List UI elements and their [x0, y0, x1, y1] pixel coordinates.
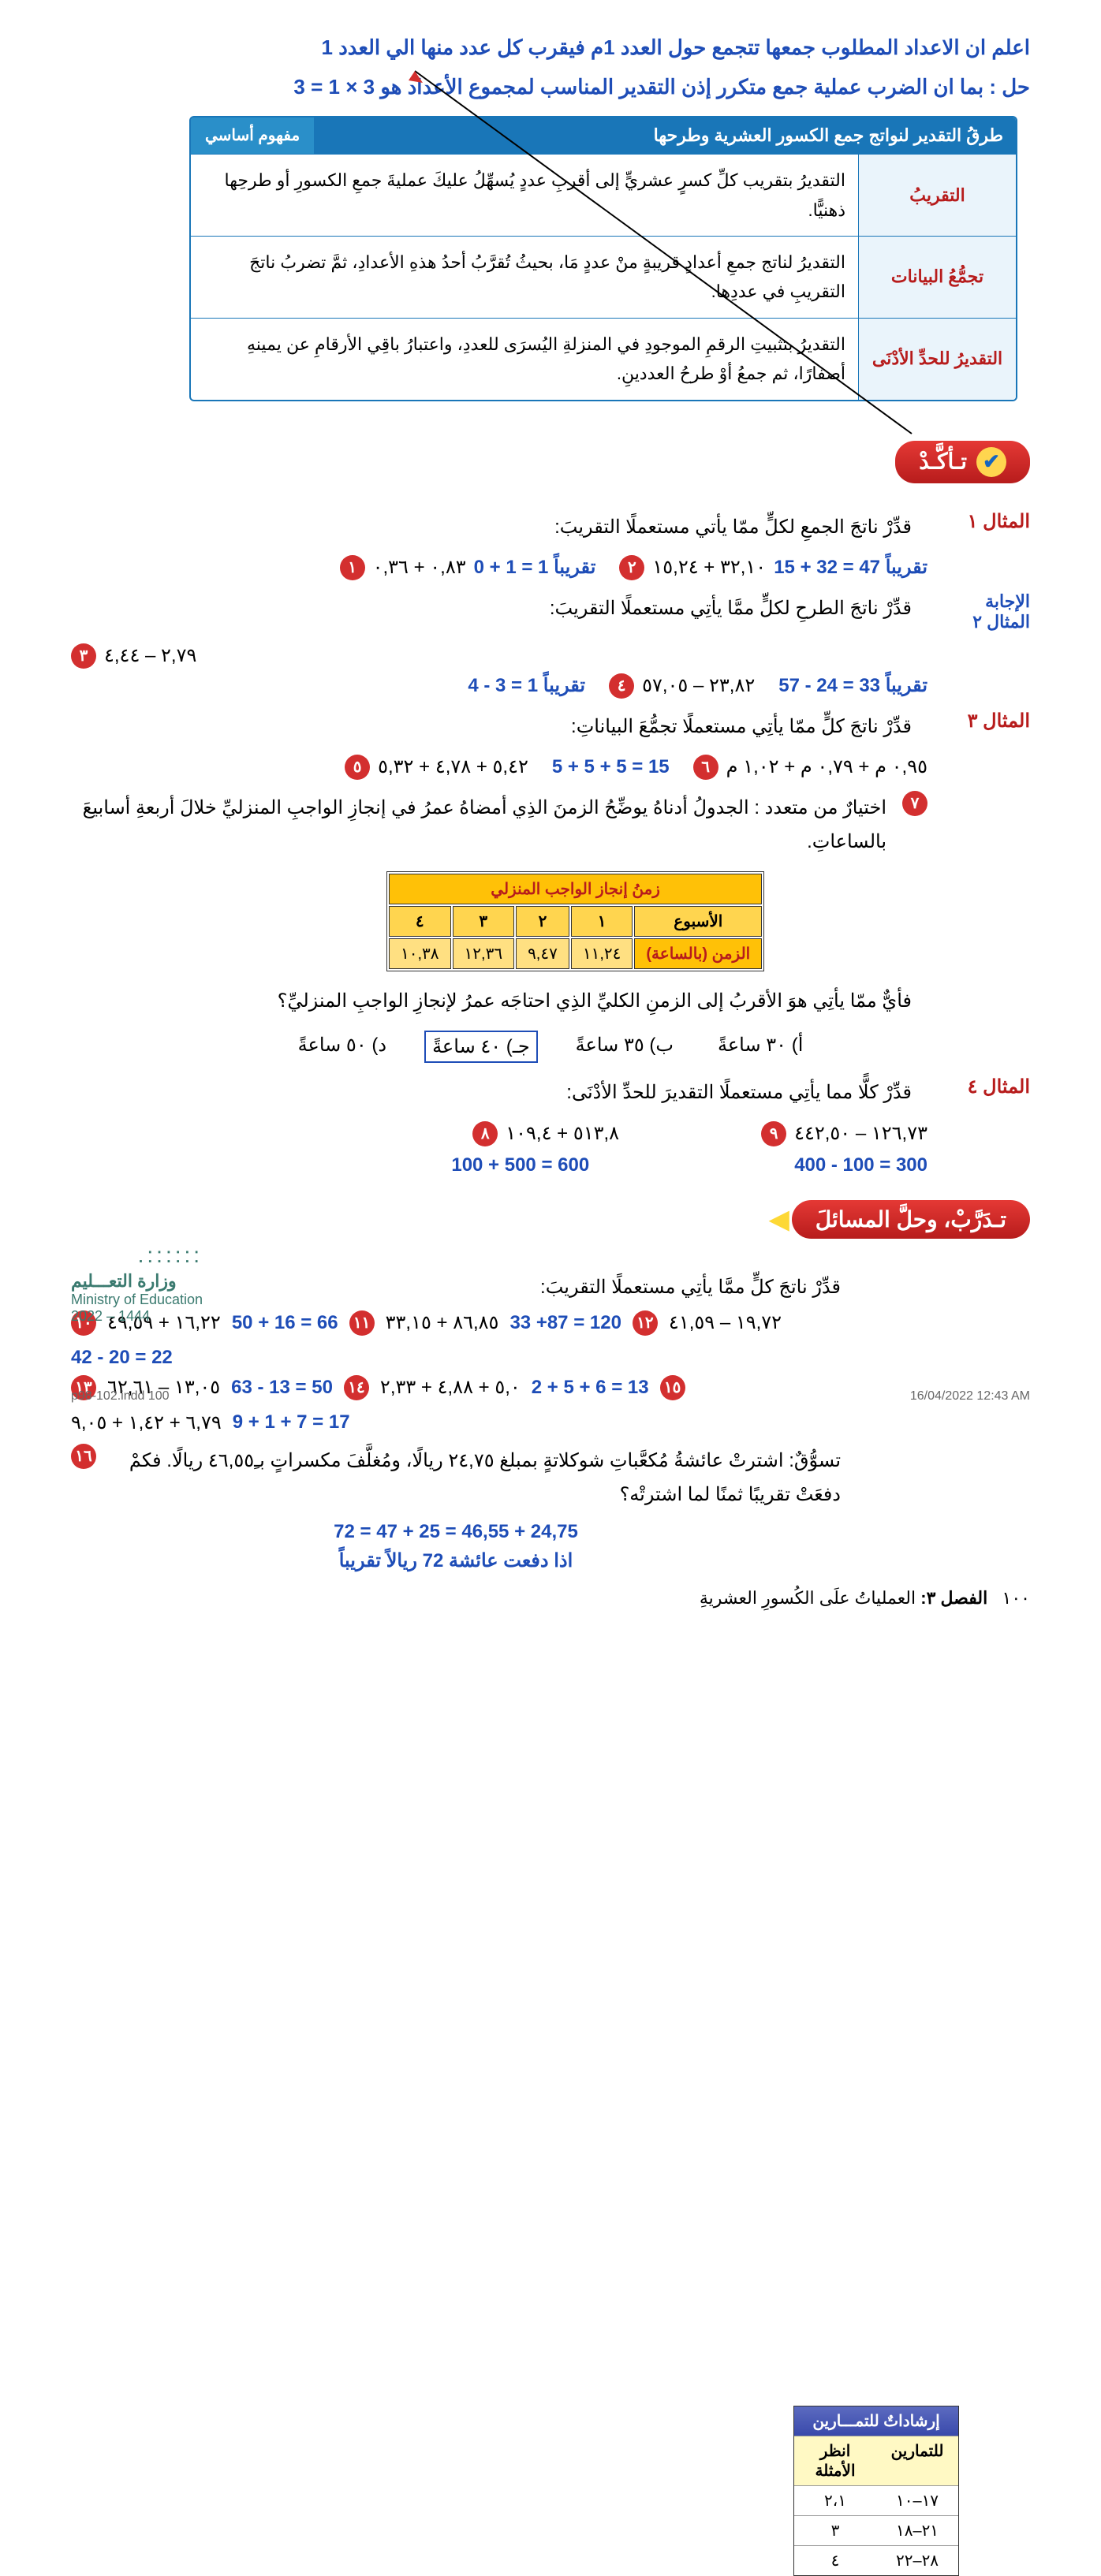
math-expr: ١٩,٧٢ – ٤١,٥٩: [669, 1311, 782, 1334]
answer: 42 - 20 = 22: [71, 1347, 173, 1369]
concept-row-desc: التقديرُ بتثبيتِ الرقمِ الموجودِ في المن…: [191, 319, 858, 400]
example-2-text: قدِّرْ ناتجَ الطرحِ لكلٍّ ممَّا يأتِي مس…: [71, 591, 912, 625]
chapter-label: الفصل ٣:: [920, 1588, 987, 1608]
example-4-label: المثال ٤: [927, 1076, 1030, 1098]
num-badge: ١١: [349, 1310, 375, 1336]
math-expr: ٢٣,٨٢ – ٥٧,٠٥: [642, 674, 755, 697]
concept-row-label: تجمُّعُ البيانات: [858, 237, 1016, 318]
num-badge: ٨: [472, 1121, 498, 1146]
hw-time: ١١,٢٤: [571, 938, 633, 969]
hw-week-label: الأسبوع: [634, 906, 762, 937]
concept-table: طرقُ التقدير لنواتج جمع الكسور العشرية و…: [189, 116, 1017, 401]
top-note: اعلم ان الاعداد المطلوب جمعها تتجمع حول …: [71, 32, 1030, 65]
answer: 50 + 16 = 66: [232, 1312, 338, 1334]
footer-meta: p98-102.indd 100 16/04/2022 12:43 AM: [71, 1389, 1030, 1404]
math-expr: ٨٦,٨٥ + ٣٣,١٥: [386, 1311, 499, 1334]
guide-cell: ٢١–١٨: [876, 2515, 958, 2545]
mc-options: أ) ٣٠ ساعةً ب) ٣٥ ساعةً جـ) ٤٠ ساعةً د) …: [71, 1031, 1030, 1063]
mc-option-a: أ) ٣٠ ساعةً: [711, 1031, 809, 1063]
guide-cell: ٢٨–٢٢: [876, 2545, 958, 2575]
check-banner: تـأكَّـدْ: [895, 441, 1030, 483]
homework-table: زمنُ إنجاز الواجب المنزلي الأسبوع ١ ٢ ٣ …: [386, 871, 764, 971]
ministry-logo: ::::::. وزارة التعـــليم Ministry of Edu…: [71, 1243, 203, 1325]
num-badge: ٢: [619, 555, 644, 580]
num-badge: ٥: [345, 755, 370, 780]
guide-cell: ٣: [794, 2515, 876, 2545]
hw-title: زمنُ إنجاز الواجب المنزلي: [389, 874, 762, 904]
hw-time: ١٠,٣٨: [389, 938, 451, 969]
guide-box: إرشاداتٌ للتمـــارين للتمارينانظر الأمثل…: [793, 2406, 959, 2576]
math-expr: ١٢٦,٧٣ – ٤٤٢,٥٠: [794, 1122, 927, 1145]
answer: تقريباً 47 = 32 + 15: [774, 556, 927, 579]
num-badge: ٩: [761, 1121, 786, 1146]
hw-time-label: الزمن (بالساعة): [634, 938, 762, 969]
answer: 5 + 5 + 5 = 15: [552, 756, 670, 778]
hw-week: ١: [571, 906, 633, 937]
top-solution: حل : بما ان الضرب عملية جمع متكرر إذن ال…: [71, 71, 1030, 104]
hw-time: ٩,٤٧: [516, 938, 569, 969]
hw-week: ٢: [516, 906, 569, 937]
answer: تقريباً 1 = 3 - 4: [468, 674, 585, 697]
math-expr: ٣٢,١٠ + ١٥,٢٤: [652, 556, 766, 579]
math-expr: ٠,٩٥ م + ٠,٧٩ م + ١,٠٢ م: [726, 755, 927, 778]
guide-cell: ٤: [794, 2545, 876, 2575]
hw-week: ٤: [389, 906, 451, 937]
mc-question: فأيٌّ ممّا يأتِي هوَ الأقربُ إلى الزمنِ …: [71, 984, 912, 1018]
math-expr: ٠,٨٣ + ٠,٣٦: [373, 556, 466, 579]
math-expr: ٥١٣,٨ + ١٠٩,٤: [506, 1122, 619, 1145]
guide-col: للتمارين: [876, 2436, 958, 2485]
example-1-text: قدِّرْ ناتجَ الجمعِ لكلٍّ ممّا يأتي مستع…: [71, 510, 912, 544]
answer: تقريباً 33 = 24 - 57: [778, 674, 927, 697]
concept-badge: مفهوم أساسي: [191, 117, 314, 154]
practice-banner: تـدَرَّبْ، وحلَّ المسائلَ: [792, 1200, 1030, 1239]
chapter-title: العملياتُ علَى الكُسورِ العشريةِ: [700, 1588, 916, 1608]
mc-option-c: جـ) ٤٠ ساعةً: [424, 1031, 538, 1063]
math-expr: ٥,٤٢ + ٤,٧٨ + ٥,٣٢: [378, 755, 528, 778]
num-badge: ١٢: [633, 1310, 658, 1336]
chapter-footer: ١٠٠ الفصل ٣: العملياتُ علَى الكُسورِ الع…: [71, 1588, 1030, 1609]
ministry-title: وزارة التعـــليم: [71, 1271, 203, 1292]
conclusion: اذا دفعت عائشة 72 ريالاً تقريباً: [339, 1550, 573, 1571]
guide-title: إرشاداتٌ للتمـــارين: [794, 2406, 958, 2436]
footer-date: 16/04/2022 12:43 AM: [910, 1389, 1030, 1404]
num-badge: ٣: [71, 643, 96, 669]
ministry-sub: Ministry of Education: [71, 1292, 203, 1308]
example-3-label: المثال ٣: [927, 710, 1030, 733]
num-badge: ٤: [609, 673, 634, 699]
answer: 33 +87 = 120: [509, 1312, 621, 1334]
footer-file: p98-102.indd 100: [71, 1389, 170, 1404]
mc-option-d: د) ٥٠ ساعةً: [292, 1031, 393, 1063]
example-3-text: قدِّرْ ناتجَ كلٍّ ممّا يأتِي مستعملًا تج…: [71, 710, 912, 744]
concept-row-label: التقريبُ: [858, 155, 1016, 236]
guide-cell: ٢،١: [794, 2485, 876, 2515]
answer-label: الإجابة المثال ٢: [927, 591, 1030, 632]
mc-option-b: ب) ٣٥ ساعةً: [569, 1031, 680, 1063]
p16-text: تسوُّقٌ: اشترتْ عائشةُ مُكعَّباتِ شوكلات…: [107, 1444, 841, 1512]
math-expr: ٦,٧٩ + ١,٤٢ + ٩,٠٥: [71, 1411, 222, 1434]
example-4-text: قدِّرْ كلًّا مما يأتِي مستعملًا التقديرَ…: [71, 1076, 912, 1109]
answer: 24,75 + 46,55 = 25 + 47 = 72: [334, 1521, 578, 1542]
answer: 100 + 500 = 600: [451, 1154, 589, 1176]
hw-week: ٣: [453, 906, 515, 937]
concept-row-label: التقديرُ للحدِّ الأدْنَى: [858, 319, 1016, 400]
num-badge: ١٦: [71, 1444, 96, 1469]
guide-cell: ١٧–١٠: [876, 2485, 958, 2515]
math-expr: ٢,٧٩ – ٤,٤٤: [104, 644, 196, 667]
ministry-year: 2022 – 1444: [71, 1308, 203, 1325]
concept-row-desc: التقديرُ لناتج جمعِ أعدادٍ قريبةٍ منْ عد…: [191, 237, 858, 318]
answer: 400 - 100 = 300: [794, 1154, 927, 1176]
hw-time: ١٢,٣٦: [453, 938, 515, 969]
guide-col: انظر الأمثلة: [794, 2436, 876, 2485]
ministry-dots: ::::::.: [71, 1243, 203, 1268]
item-7-text: اختيارٌ من متعدد : الجدولُ أدناهُ يوضِّح…: [71, 791, 886, 859]
page-number: ١٠٠: [1002, 1588, 1030, 1608]
num-badge: ٧: [902, 791, 927, 816]
answer: تقريباً 1 = 1 + 0: [474, 556, 596, 579]
example-1-label: المثال ١: [927, 510, 1030, 533]
concept-title: طرقُ التقدير لنواتج جمع الكسور العشرية و…: [314, 117, 1016, 154]
concept-row-desc: التقديرُ بتقريب كلِّ كسرٍ عشريٍّ إلى أقر…: [191, 155, 858, 236]
answer: 9 + 1 + 7 = 17: [233, 1411, 350, 1433]
num-badge: ٦: [693, 755, 718, 780]
num-badge: ١: [340, 555, 365, 580]
